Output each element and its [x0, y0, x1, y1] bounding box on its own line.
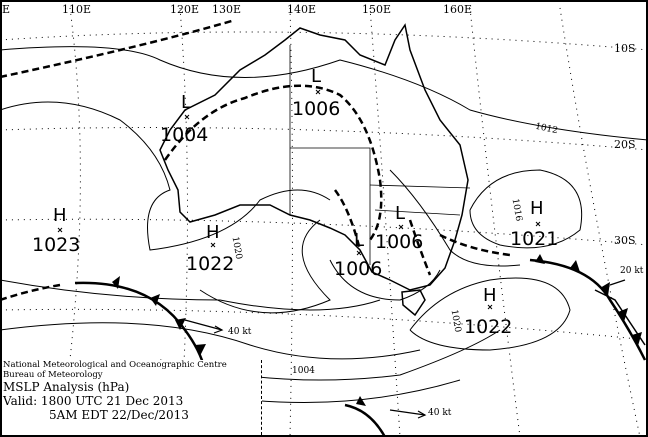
chart-title: MSLP Analysis (hPa) [3, 380, 130, 394]
chart-legend: National Meteorological and Oceanographi… [3, 360, 262, 435]
longitude-label: 120E [170, 3, 200, 16]
low-symbol: L [311, 66, 322, 87]
high-symbol: H [530, 198, 544, 219]
pressure-value: 1021 [510, 228, 559, 250]
state-borders [289, 45, 471, 265]
valid-time-local: 5AM EDT 22/Dec/2013 [49, 408, 189, 422]
high-symbol: H [53, 205, 67, 226]
pressure-value: 1022 [186, 253, 235, 275]
longitude-label: E [2, 3, 11, 16]
wind-speed-label: 20 kt [620, 266, 644, 276]
pressure-value: 1023 [32, 234, 81, 256]
latitude-label: 10S [614, 42, 636, 55]
troughs [0, 18, 511, 302]
front-barbs [112, 254, 642, 406]
longitude-label: 160E [443, 3, 473, 16]
wind-arrows [184, 279, 626, 419]
longitude-label: 150E [362, 3, 392, 16]
pressure-value: 1006 [334, 258, 383, 280]
isobar-label: 1004 [292, 366, 315, 376]
longitude-label: 110E [62, 3, 92, 16]
longitude-label: 130E [212, 3, 242, 16]
pressure-value: 1006 [375, 231, 424, 253]
coastline [159, 23, 646, 346]
pressure-value: 1004 [160, 124, 209, 146]
low-symbol: L [354, 230, 365, 251]
high-symbol: H [483, 285, 497, 306]
longitude-label: 140E [287, 3, 317, 16]
centre-markers [57, 89, 541, 310]
wind-speed-label: 40 kt [228, 327, 252, 337]
latitude-label: 20S [614, 138, 636, 151]
organisation-name: National Meteorological and Oceanographi… [3, 360, 227, 370]
low-symbol: L [395, 203, 406, 224]
pressure-value: 1022 [464, 316, 513, 338]
agency-name: Bureau of Meteorology [3, 370, 103, 380]
low-symbol: L [181, 92, 192, 113]
latitude-label: 30S [614, 234, 636, 247]
valid-time-utc: Valid: 1800 UTC 21 Dec 2013 [3, 394, 184, 408]
wind-speed-label: 40 kt [428, 408, 452, 418]
pressure-value: 1006 [292, 98, 341, 120]
high-symbol: H [206, 222, 220, 243]
